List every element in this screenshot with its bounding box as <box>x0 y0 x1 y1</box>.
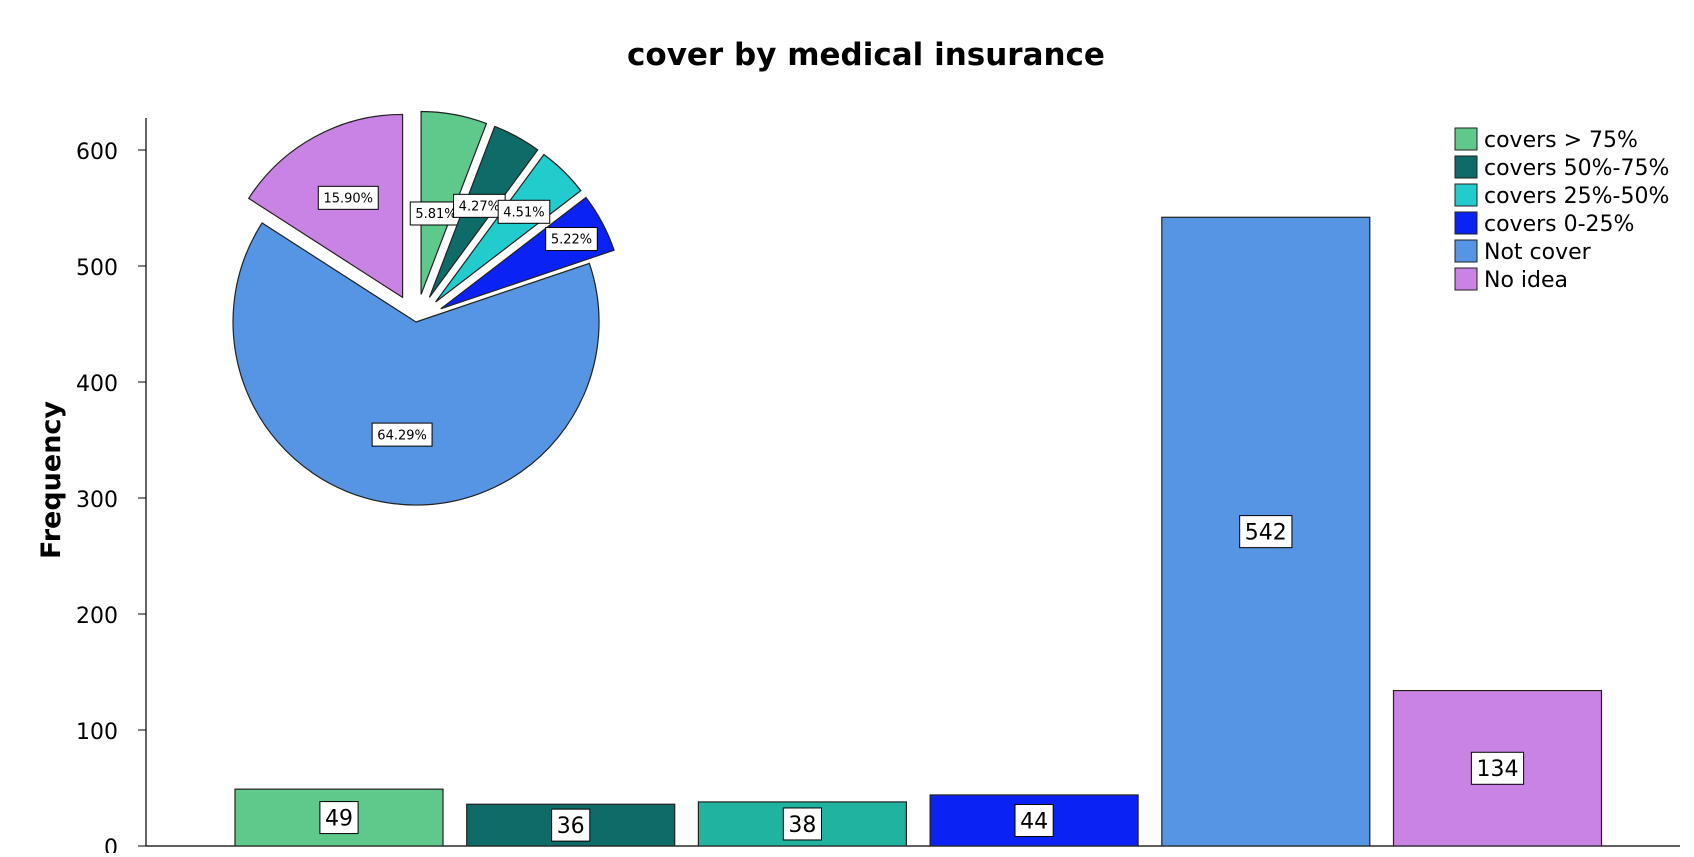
bar-data-label: 49 <box>319 801 359 835</box>
pie-slice-label: 15.90% <box>317 185 379 210</box>
pie-slice-label: 4.51% <box>497 199 551 224</box>
pie-slice-label-box <box>545 227 598 252</box>
pie-slice-label-box <box>497 199 551 224</box>
pie-slice-label-box <box>317 185 379 210</box>
pie-slice-label-text: 5.81% <box>415 207 456 222</box>
bar-data-label-text: 38 <box>788 813 816 838</box>
pie-slice-label-text: 4.27% <box>459 200 500 215</box>
pie-slice-label: 4.27% <box>453 193 506 218</box>
legend-label: No idea <box>1484 268 1568 293</box>
legend-label: covers 0-25% <box>1484 212 1634 237</box>
pie-slice <box>232 222 600 506</box>
chart-title: cover by medical insurance <box>627 37 1105 73</box>
bar-data-label-box <box>1239 515 1293 549</box>
bar-data-label-text: 134 <box>1477 757 1519 782</box>
legend-label: covers 25%-50% <box>1484 184 1669 209</box>
pie-slice <box>435 153 582 303</box>
bar-data-label: 134 <box>1470 751 1525 785</box>
legend-item: covers > 75% <box>1454 127 1638 153</box>
y-tick-label: 400 <box>76 372 118 397</box>
pie-slice-label-text: 15.90% <box>323 192 373 207</box>
y-tick-label: 300 <box>76 488 118 513</box>
legend: covers > 75% covers 50%-75% covers 25%-50%… <box>1454 127 1669 293</box>
pie-slice-label-text: 5.22% <box>551 233 592 248</box>
y-tick-label: 600 <box>76 140 118 165</box>
bar-data-label: 38 <box>782 807 822 841</box>
y-tick-label: 100 <box>76 720 118 745</box>
legend-swatch <box>1454 239 1478 263</box>
pie-slice-label-box <box>371 422 433 447</box>
bar-data-label-text: 542 <box>1245 521 1287 546</box>
bar-data-label-box <box>319 801 359 835</box>
pie-slice-label-text: 64.29% <box>377 428 427 443</box>
bar-data-label: 36 <box>551 808 591 842</box>
y-tick-label: 500 <box>76 256 118 281</box>
pie-slice-label: 5.81% <box>409 201 463 226</box>
legend-label: covers 50%-75% <box>1484 156 1669 181</box>
bar-data-label-box <box>551 808 591 842</box>
legend-item: covers 50%-75% <box>1454 155 1669 181</box>
legend-swatch <box>1454 211 1478 235</box>
bar-series: 49 36 38 44 542 134 <box>234 216 1603 847</box>
pie-inset: 5.81%4.27% 4.51% 5.22% 64.29% 15.90% <box>232 110 615 506</box>
legend-label: Not cover <box>1484 240 1592 265</box>
bar-data-label: 542 <box>1239 515 1293 549</box>
legend-item: covers 25%-50% <box>1454 183 1669 209</box>
bar-data-label-text: 36 <box>557 814 585 839</box>
y-axis-label: Frequency <box>36 401 67 559</box>
pie-slice-label-text: 4.51% <box>503 205 544 220</box>
y-tick-label: 0 <box>104 836 118 853</box>
y-tick-label: 200 <box>76 604 118 629</box>
legend-item: No idea <box>1454 267 1568 293</box>
legend-swatch <box>1454 267 1478 291</box>
bar-data-label-text: 44 <box>1020 809 1048 834</box>
pie-slice-label: 5.22% <box>545 227 598 252</box>
pie-slice-label: 64.29% <box>371 422 433 447</box>
legend-item: Not cover <box>1454 239 1592 265</box>
legend-swatch <box>1454 183 1478 207</box>
legend-label: covers > 75% <box>1484 128 1638 153</box>
bar-data-label-box <box>782 807 822 841</box>
bar-data-label-box <box>1014 803 1054 837</box>
legend-swatch <box>1454 127 1478 151</box>
legend-swatch <box>1454 155 1478 179</box>
bar-data-label-text: 49 <box>325 807 353 832</box>
bar-data-label-box <box>1470 751 1525 785</box>
pie-slice <box>440 196 615 310</box>
legend-item: covers 0-25% <box>1454 211 1634 237</box>
bar-data-label: 44 <box>1014 803 1054 837</box>
